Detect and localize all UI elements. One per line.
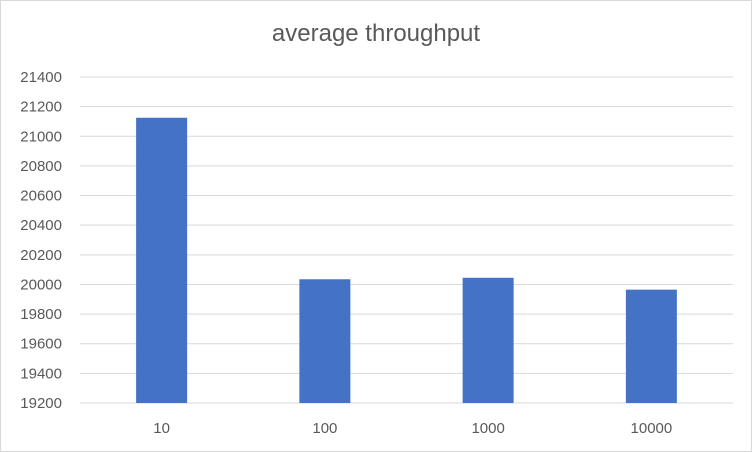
y-axis-tick-labels: 19200 19400 19600 19800 20000 20200 20400 20600…	[20, 69, 62, 412]
y-tick-label: 20800	[20, 158, 62, 175]
x-tick-label: 1000	[471, 420, 504, 437]
y-tick-label: 19200	[20, 395, 62, 412]
y-tick-label: 20400	[20, 217, 62, 234]
y-tick-label: 21000	[20, 128, 62, 145]
gridlines	[80, 76, 733, 404]
bar-100	[299, 279, 351, 403]
y-tick-label: 19800	[20, 306, 62, 323]
y-tick-label: 20000	[20, 276, 62, 293]
x-axis-tick-labels: 10 100 1000 10000	[153, 420, 672, 437]
y-tick-label: 19400	[20, 365, 62, 382]
bar-10000	[625, 289, 677, 403]
bars	[136, 117, 677, 403]
y-tick-label: 20600	[20, 188, 62, 205]
y-tick-label: 21200	[20, 99, 62, 116]
x-tick-label: 10	[153, 420, 170, 437]
chart-title: average throughput	[271, 20, 481, 47]
bar-10	[136, 117, 188, 403]
x-tick-label: 100	[312, 420, 337, 437]
y-tick-label: 21400	[20, 69, 62, 86]
x-tick-label: 10000	[631, 420, 673, 437]
bar-1000	[462, 277, 514, 403]
y-tick-label: 19600	[20, 336, 62, 353]
y-tick-label: 20200	[20, 247, 62, 264]
